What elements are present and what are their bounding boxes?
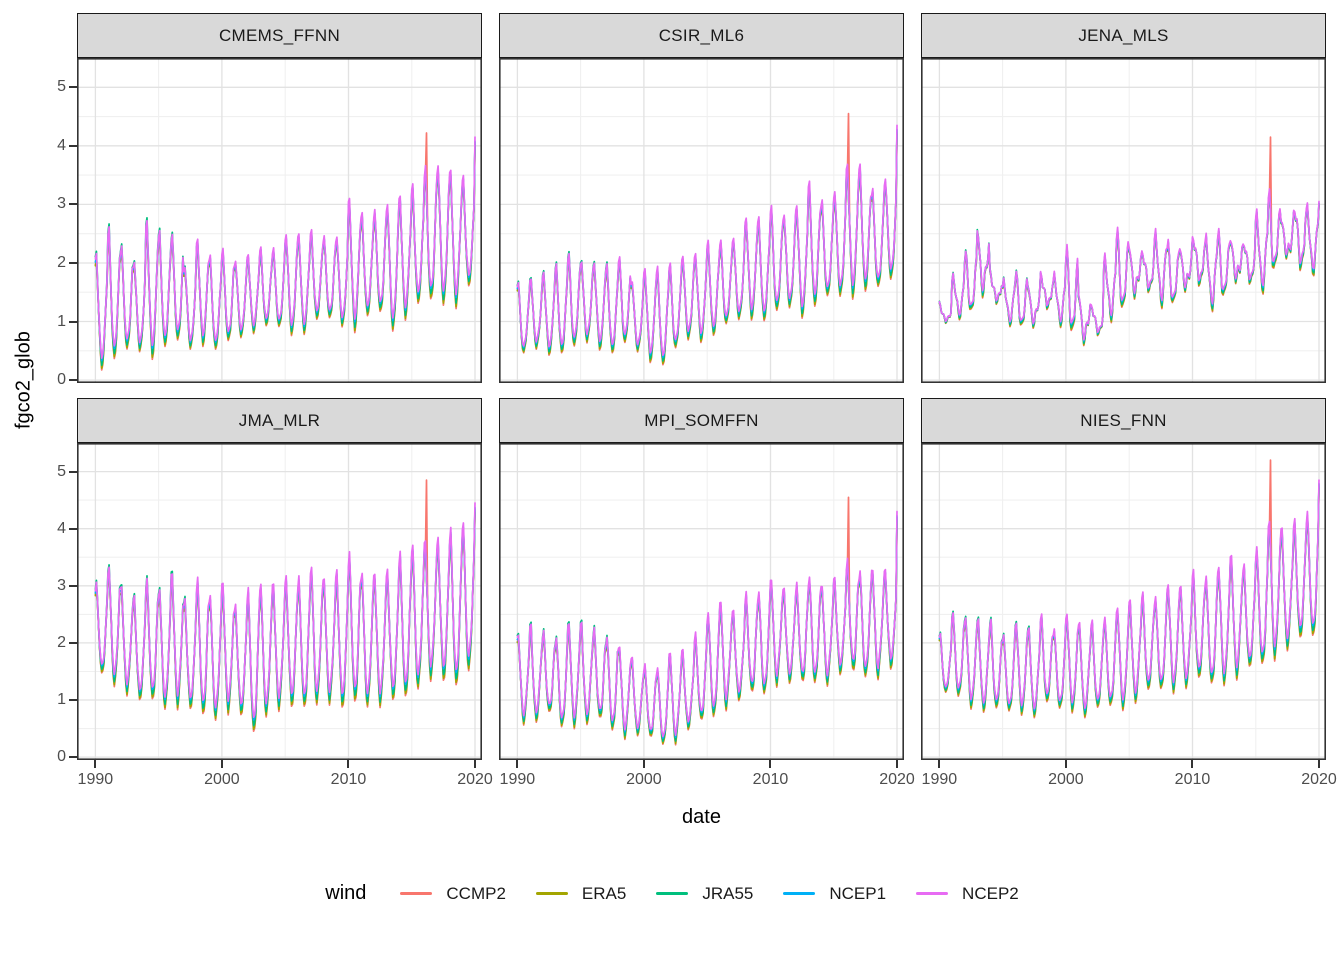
x-tick-label: 2010 bbox=[752, 771, 789, 788]
y-tick-label: 0 bbox=[57, 748, 66, 766]
panel-border bbox=[921, 58, 1326, 383]
x-tick-mark bbox=[896, 760, 899, 768]
x-tick-label: 2010 bbox=[1174, 771, 1211, 788]
y-tick-label: 4 bbox=[57, 136, 66, 154]
y-tick-label: 1 bbox=[57, 312, 66, 330]
series-path-ncep2 bbox=[938, 188, 1320, 341]
y-tick-label: 3 bbox=[57, 576, 66, 594]
legend-key-line-era5 bbox=[535, 892, 568, 895]
x-tick-label: 2000 bbox=[1048, 771, 1084, 788]
legend-item-ncep2: NCEP2 bbox=[916, 884, 1019, 904]
facet-plot-nies-fnn bbox=[921, 443, 1326, 760]
facet-plot-jena-mls bbox=[921, 58, 1326, 383]
legend-item-jra55: JRA55 bbox=[656, 884, 753, 904]
x-tick-mark bbox=[642, 760, 645, 768]
series-path-ncep2 bbox=[938, 479, 1320, 710]
y-tick-label: 3 bbox=[57, 195, 66, 213]
facet-title: JMA_MLR bbox=[238, 410, 321, 430]
y-tick-mark bbox=[69, 86, 77, 89]
x-tick-label: 2000 bbox=[204, 771, 240, 788]
legend-label: NCEP2 bbox=[962, 883, 1019, 903]
legend-key-line-ccmp2 bbox=[400, 892, 433, 895]
x-tick-label: 2020 bbox=[457, 771, 493, 788]
series-path-ncep2 bbox=[516, 510, 898, 738]
legend-item-ncep1: NCEP1 bbox=[783, 884, 886, 904]
facet-title: CMEMS_FFNN bbox=[218, 25, 341, 45]
x-tick-label: 2000 bbox=[626, 771, 662, 788]
legend-item-ccmp2: CCMP2 bbox=[400, 884, 506, 904]
legend-label: CCMP2 bbox=[446, 883, 506, 903]
x-tick-label: 2020 bbox=[1301, 771, 1337, 788]
x-tick-label: 1990 bbox=[921, 771, 958, 788]
legend-item-era5: ERA5 bbox=[535, 883, 627, 904]
series-path-ncep2 bbox=[94, 502, 476, 719]
y-axis-title: fgco2_glob bbox=[12, 331, 35, 429]
panel-border bbox=[77, 443, 482, 760]
y-tick-mark bbox=[69, 203, 77, 206]
y-tick-label: 4 bbox=[57, 519, 66, 537]
y-tick-label: 0 bbox=[57, 371, 66, 389]
x-tick-mark bbox=[347, 760, 350, 768]
legend-key-line-ncep2 bbox=[916, 892, 949, 895]
x-tick-mark bbox=[1318, 760, 1321, 768]
y-tick-mark bbox=[69, 261, 77, 264]
series-path-ncep2 bbox=[516, 124, 898, 357]
legend-title: wind bbox=[325, 882, 367, 904]
y-tick-mark bbox=[69, 320, 77, 323]
y-tick-mark bbox=[69, 144, 77, 147]
x-tick-mark bbox=[94, 760, 97, 768]
facet-strip-nies-fnn: NIES_FNN bbox=[921, 398, 1326, 443]
x-axis-title: date bbox=[682, 806, 721, 828]
facet-title: JENA_MLS bbox=[1078, 25, 1169, 45]
x-tick-mark bbox=[1191, 760, 1194, 768]
facet-strip-mpi-somffn: MPI_SOMFFN bbox=[499, 398, 904, 443]
legend: wind CCMP2 ERA5 JRA55 NCEP1 NCEP2 bbox=[0, 882, 1344, 905]
y-tick-label: 2 bbox=[57, 253, 66, 271]
y-tick-label: 5 bbox=[57, 78, 66, 96]
x-tick-label: 1990 bbox=[499, 771, 536, 788]
facet-strip-jma-mlr: JMA_MLR bbox=[77, 398, 482, 443]
y-tick-label: 1 bbox=[57, 691, 66, 709]
panel-border bbox=[77, 58, 482, 383]
y-tick-mark bbox=[69, 470, 77, 473]
y-tick-label: 2 bbox=[57, 633, 66, 651]
y-tick-mark bbox=[69, 527, 77, 530]
panel-border bbox=[499, 443, 904, 760]
legend-label: JRA55 bbox=[702, 883, 754, 903]
x-tick-label: 2010 bbox=[330, 771, 367, 788]
y-tick-label: 5 bbox=[57, 462, 66, 480]
series-path-ncep2 bbox=[94, 136, 476, 359]
facet-strip-cmems-ffnn: CMEMS_FFNN bbox=[77, 13, 482, 58]
y-tick-mark bbox=[69, 641, 77, 644]
panel-border bbox=[499, 58, 904, 383]
x-tick-mark bbox=[1064, 760, 1067, 768]
facet-title: MPI_SOMFFN bbox=[644, 410, 759, 430]
facet-title: CSIR_ML6 bbox=[658, 25, 745, 45]
x-tick-mark bbox=[938, 760, 941, 768]
facet-plot-cmems-ffnn bbox=[77, 58, 482, 383]
y-tick-mark bbox=[69, 379, 77, 382]
panel-border bbox=[921, 443, 1326, 760]
y-tick-mark bbox=[69, 699, 77, 702]
facet-strip-jena-mls: JENA_MLS bbox=[921, 13, 1326, 58]
facet-plot-jma-mlr bbox=[77, 443, 482, 760]
facet-plot-csir-ml6 bbox=[499, 58, 904, 383]
x-tick-label: 2020 bbox=[879, 771, 915, 788]
y-tick-mark bbox=[69, 584, 77, 587]
legend-key-line-jra55 bbox=[656, 892, 689, 895]
x-tick-mark bbox=[220, 760, 223, 768]
legend-label: NCEP1 bbox=[829, 883, 887, 903]
x-tick-label: 1990 bbox=[77, 771, 114, 788]
facet-title: NIES_FNN bbox=[1080, 410, 1167, 430]
facet-plot-mpi-somffn bbox=[499, 443, 904, 760]
legend-label: ERA5 bbox=[581, 883, 627, 903]
x-tick-mark bbox=[769, 760, 772, 768]
x-tick-mark bbox=[516, 760, 519, 768]
facet-strip-csir-ml6: CSIR_ML6 bbox=[499, 13, 904, 58]
legend-key-line-ncep1 bbox=[783, 892, 816, 895]
x-tick-mark bbox=[474, 760, 477, 768]
y-tick-mark bbox=[69, 756, 77, 759]
